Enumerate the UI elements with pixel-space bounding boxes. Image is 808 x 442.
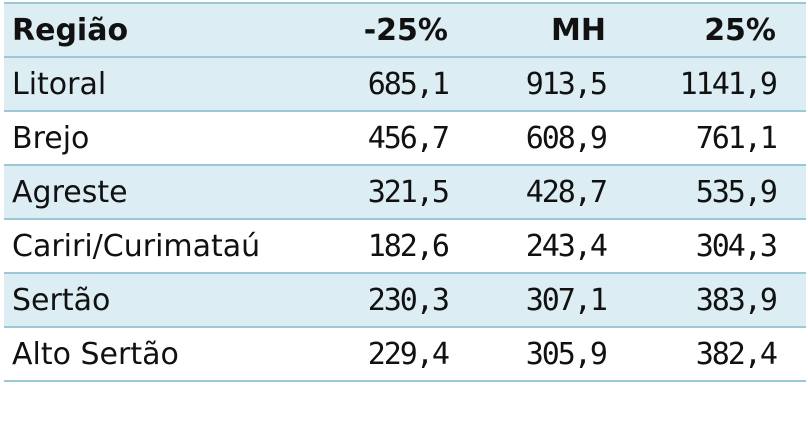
value-plus-25: 304,3 bbox=[695, 228, 778, 264]
region-name: Sertão bbox=[12, 282, 111, 318]
header-mh: MH bbox=[551, 12, 606, 48]
table-row: Litoral 685,1 913,5 1141,9 bbox=[4, 56, 806, 110]
header-minus-25: -25% bbox=[363, 12, 448, 48]
value-minus-25: 685,1 bbox=[367, 66, 450, 102]
value-mh: 307,1 bbox=[525, 282, 608, 318]
table-row: Cariri/Curimataú 182,6 243,4 304,3 bbox=[4, 218, 806, 272]
value-mh: 913,5 bbox=[525, 66, 608, 102]
value-minus-25: 456,7 bbox=[367, 120, 450, 156]
region-name: Agreste bbox=[12, 174, 128, 210]
region-name: Alto Sertão bbox=[12, 336, 179, 372]
value-mh: 243,4 bbox=[525, 228, 608, 264]
value-mh: 305,9 bbox=[525, 336, 608, 372]
table-row: Brejo 456,7 608,9 761,1 bbox=[4, 110, 806, 164]
value-plus-25: 382,4 bbox=[695, 336, 778, 372]
header-regiao: Região bbox=[12, 12, 129, 48]
value-plus-25: 761,1 bbox=[695, 120, 778, 156]
region-name: Cariri/Curimataú bbox=[12, 228, 261, 264]
table-row: Agreste 321,5 428,7 535,9 bbox=[4, 164, 806, 218]
value-plus-25: 1141,9 bbox=[679, 66, 778, 102]
value-mh: 428,7 bbox=[525, 174, 608, 210]
table-header-row: Região -25% MH 25% bbox=[4, 2, 806, 56]
value-minus-25: 229,4 bbox=[367, 336, 450, 372]
header-plus-25: 25% bbox=[704, 12, 776, 48]
table-row: Sertão 230,3 307,1 383,9 bbox=[4, 272, 806, 326]
data-table: Região -25% MH 25% Litoral 685,1 913,5 1… bbox=[4, 2, 806, 382]
value-mh: 608,9 bbox=[525, 120, 608, 156]
value-minus-25: 230,3 bbox=[367, 282, 450, 318]
region-name: Brejo bbox=[12, 120, 90, 156]
value-minus-25: 321,5 bbox=[367, 174, 450, 210]
value-plus-25: 535,9 bbox=[695, 174, 778, 210]
region-name: Litoral bbox=[12, 66, 107, 102]
table-row: Alto Sertão 229,4 305,9 382,4 bbox=[4, 326, 806, 382]
value-minus-25: 182,6 bbox=[367, 228, 450, 264]
value-plus-25: 383,9 bbox=[695, 282, 778, 318]
